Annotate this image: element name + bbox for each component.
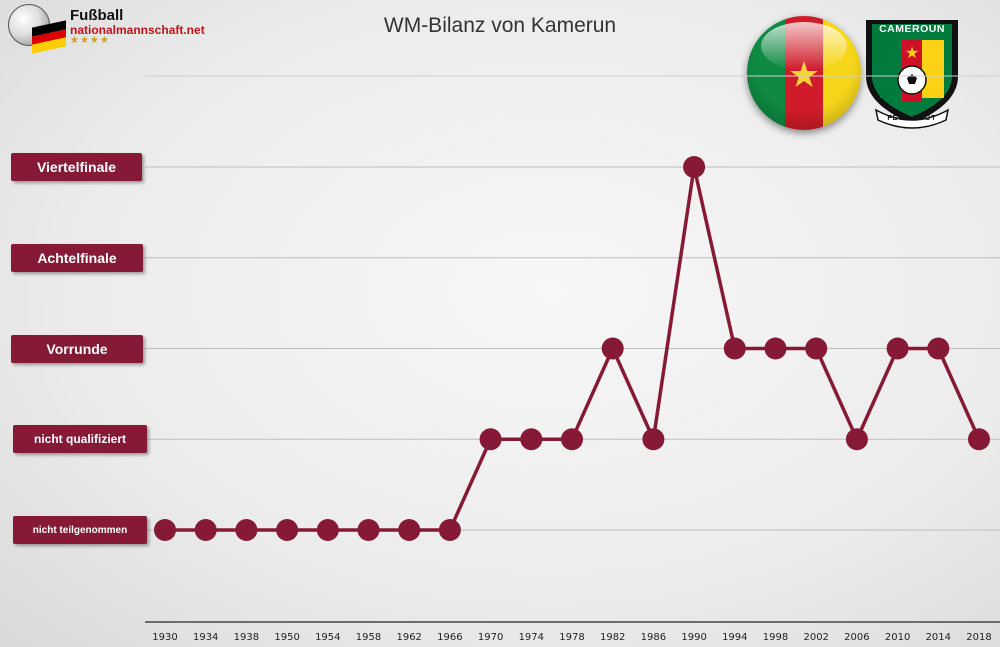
x-tick-label: 1982: [600, 632, 625, 643]
x-tick-label: 2010: [885, 632, 910, 643]
x-tick-label: 1958: [356, 632, 381, 643]
x-tick-label: 1986: [641, 632, 666, 643]
x-tick-label: 2002: [803, 632, 828, 643]
cameroon-flag-ball-icon: ★: [747, 16, 861, 130]
x-tick-label: 1950: [274, 632, 299, 643]
x-tick-label: 1970: [478, 632, 503, 643]
x-tick-label: 1962: [396, 632, 421, 643]
svg-text:★: ★: [905, 43, 919, 62]
x-tick-label: 1994: [722, 632, 747, 643]
y-tick-label: Vorrunde: [11, 334, 143, 363]
crest-top-text: CAMEROUN: [879, 23, 945, 35]
x-tick-label: 2014: [926, 632, 951, 643]
data-point: [520, 428, 543, 451]
star-rating-icon: ★★★★: [70, 35, 110, 46]
x-tick-label: 1990: [681, 632, 706, 643]
x-tick-label: 1934: [193, 632, 218, 643]
x-tick-label: 1938: [234, 632, 259, 643]
x-tick-label: 1966: [437, 632, 462, 643]
data-point: [154, 519, 176, 541]
y-tick-label: Viertelfinale: [11, 153, 142, 181]
logo-title: Fußball: [70, 7, 124, 24]
cameroon-crest-icon: ★ CAMEROUN FECA FOOT: [862, 18, 962, 130]
data-point: [561, 428, 583, 451]
x-tick-label: 1978: [559, 632, 584, 643]
data-point: [276, 519, 299, 541]
data-point: [764, 337, 787, 360]
data-point: [235, 519, 258, 541]
data-point: [968, 428, 990, 451]
crest-bottom-text: FECA FOOT: [887, 115, 937, 122]
data-point: [642, 428, 665, 451]
data-point: [479, 428, 502, 451]
data-point: [927, 337, 950, 360]
data-point: [438, 519, 461, 541]
data-point: [601, 337, 624, 360]
data-point: [398, 519, 421, 541]
logo-subtitle: nationalmannschaft.net: [70, 23, 205, 37]
x-tick-label: 1954: [315, 632, 340, 643]
y-tick-label: nicht qualifiziert: [13, 425, 147, 454]
data-point: [683, 156, 706, 178]
data-point: [886, 337, 909, 360]
x-tick-label: 2018: [966, 632, 991, 643]
y-tick-label: nicht teilgenommen: [13, 516, 147, 544]
site-logo[interactable]: Fußball nationalmannschaft.net ★★★★: [4, 4, 214, 54]
data-point: [723, 337, 746, 360]
x-tick-label: 1998: [763, 632, 788, 643]
data-point: [845, 428, 868, 451]
chart-title: WM-Bilanz von Kamerun: [383, 14, 617, 37]
x-tick-label: 2006: [844, 632, 869, 643]
data-point: [805, 337, 828, 360]
y-tick-label: Achtelfinale: [11, 243, 143, 272]
data-point: [357, 519, 380, 541]
data-point: [194, 519, 217, 541]
x-tick-label: 1930: [152, 632, 177, 643]
data-point: [316, 519, 339, 541]
x-tick-label: 1974: [519, 632, 544, 643]
